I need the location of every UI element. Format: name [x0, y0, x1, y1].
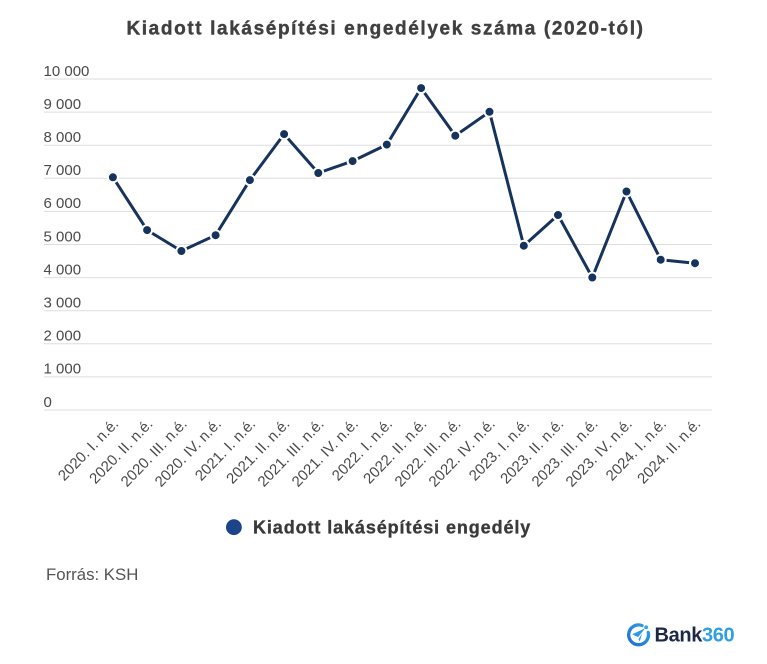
svg-text:6 000: 6 000 — [44, 195, 82, 212]
svg-text:7 000: 7 000 — [44, 162, 82, 179]
svg-text:3 000: 3 000 — [44, 295, 82, 312]
svg-text:Kiadott lakásépítési engedélye: Kiadott lakásépítési engedélyek száma (2… — [126, 19, 644, 40]
svg-text:Bank360: Bank360 — [655, 624, 735, 646]
svg-text:9 000: 9 000 — [44, 96, 82, 113]
svg-text:Forrás: KSH: Forrás: KSH — [46, 565, 138, 584]
svg-text:Kiadott lakásépítési engedély: Kiadott lakásépítési engedély — [253, 518, 531, 538]
svg-text:0: 0 — [44, 394, 52, 411]
svg-text:1 000: 1 000 — [44, 361, 82, 378]
svg-text:4 000: 4 000 — [44, 261, 82, 278]
svg-text:10 000: 10 000 — [44, 63, 90, 80]
svg-text:8 000: 8 000 — [44, 129, 82, 146]
svg-text:2 000: 2 000 — [44, 328, 82, 345]
svg-text:5 000: 5 000 — [44, 228, 82, 245]
